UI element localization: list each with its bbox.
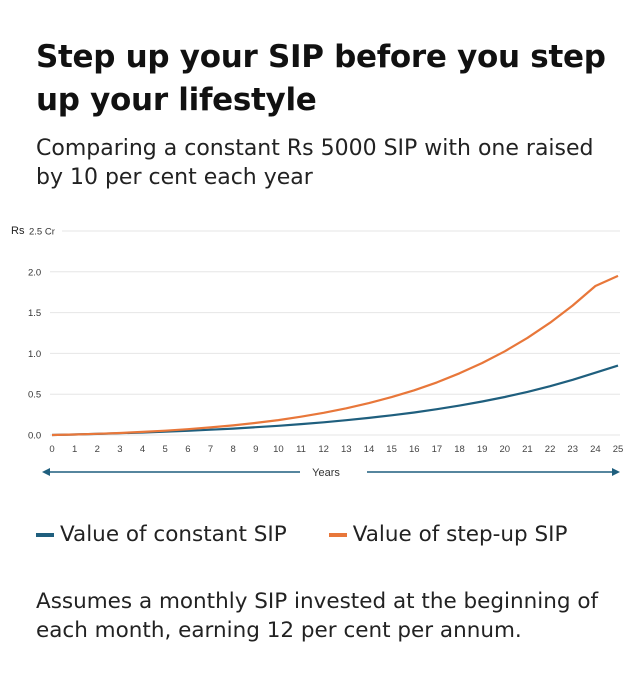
stepup-sip-line: [51, 274, 619, 437]
y-tick-label: 0.5: [28, 390, 41, 401]
x-tick-label: 4: [140, 444, 145, 455]
x-tick-label: 12: [318, 444, 329, 455]
x-tick-label: 10: [273, 444, 284, 455]
x-tick-label: 16: [409, 444, 420, 455]
y-tick-label: 0.0: [28, 431, 41, 442]
x-tick-label: 0: [49, 444, 54, 455]
x-tick-label: 18: [454, 444, 465, 455]
x-tick-label: 17: [432, 444, 443, 455]
x-tick-label: 1: [72, 444, 77, 455]
legend-item-stepup: Value of step-up SIP: [328, 522, 568, 547]
x-tick-label: 11: [296, 444, 306, 455]
gridlines: [50, 230, 620, 436]
y-tick-label: 2.5 Cr: [29, 227, 55, 238]
x-tick-label: 6: [185, 444, 190, 455]
y-tick-label: 1.0: [28, 349, 41, 360]
stepup-swatch-icon: [328, 532, 347, 537]
x-tick-label: 25: [613, 444, 624, 455]
footnote: Assumes a monthly SIP invested at the be…: [36, 589, 599, 643]
x-tick-label: 22: [545, 444, 556, 455]
x-tick-label: 2: [95, 444, 100, 455]
x-tick-label: 21: [522, 444, 533, 455]
right-arrow-head-icon: [612, 468, 620, 476]
x-tick-label: 23: [567, 444, 578, 455]
x-tick-label: 3: [117, 444, 122, 455]
line-chart: 0.00.51.01.52.02.5 Cr 0 1 2 3 4 5 6 7 8 9 10 11 12 13…: [11, 225, 623, 479]
y-tick-label: 1.5: [28, 308, 41, 319]
x-tick-label: 14: [364, 444, 375, 455]
x-tick-label: 15: [386, 444, 397, 455]
x-tick-label: 7: [208, 444, 213, 455]
y-tick-label: 2.0: [28, 267, 41, 278]
y-unit-prefix: Rs: [11, 225, 25, 237]
chart-subtitle: Comparing a constant Rs 5000 SIP with on…: [36, 136, 594, 190]
x-tick-label: 5: [163, 444, 168, 455]
legend-item-constant: Value of constant SIP: [36, 522, 287, 547]
y-axis-ticks: 0.0 0.5 1.0 1.5 2.0 2.5 Cr: [28, 227, 55, 442]
legend-label-stepup: Value of step-up SIP: [352, 522, 568, 547]
x-tick-label: 13: [341, 444, 352, 455]
legend-label-constant: Value of constant SIP: [60, 522, 287, 547]
series-lines: [51, 274, 619, 437]
x-tick-label: 8: [230, 444, 235, 455]
left-arrow-head-icon: [42, 468, 50, 476]
chart-title: Step up your SIP before you step up your…: [36, 39, 606, 118]
x-tick-label: 24: [590, 444, 601, 455]
x-tick-label: 19: [477, 444, 488, 455]
x-tick-label: 9: [253, 444, 258, 455]
x-axis-ticks: 0 1 2 3 4 5 6 7 8 9 10 11 12 13 14 15 16 17 18 19 20 21 22 23 24…: [49, 444, 623, 455]
legend: Value of constant SIP Value of step-up S…: [36, 522, 567, 547]
constant-sip-line: [51, 364, 619, 437]
x-axis-arrow: Years: [42, 467, 620, 479]
x-axis-label: Years: [312, 467, 340, 479]
x-tick-label: 20: [500, 444, 511, 455]
constant-swatch-icon: [36, 532, 54, 537]
